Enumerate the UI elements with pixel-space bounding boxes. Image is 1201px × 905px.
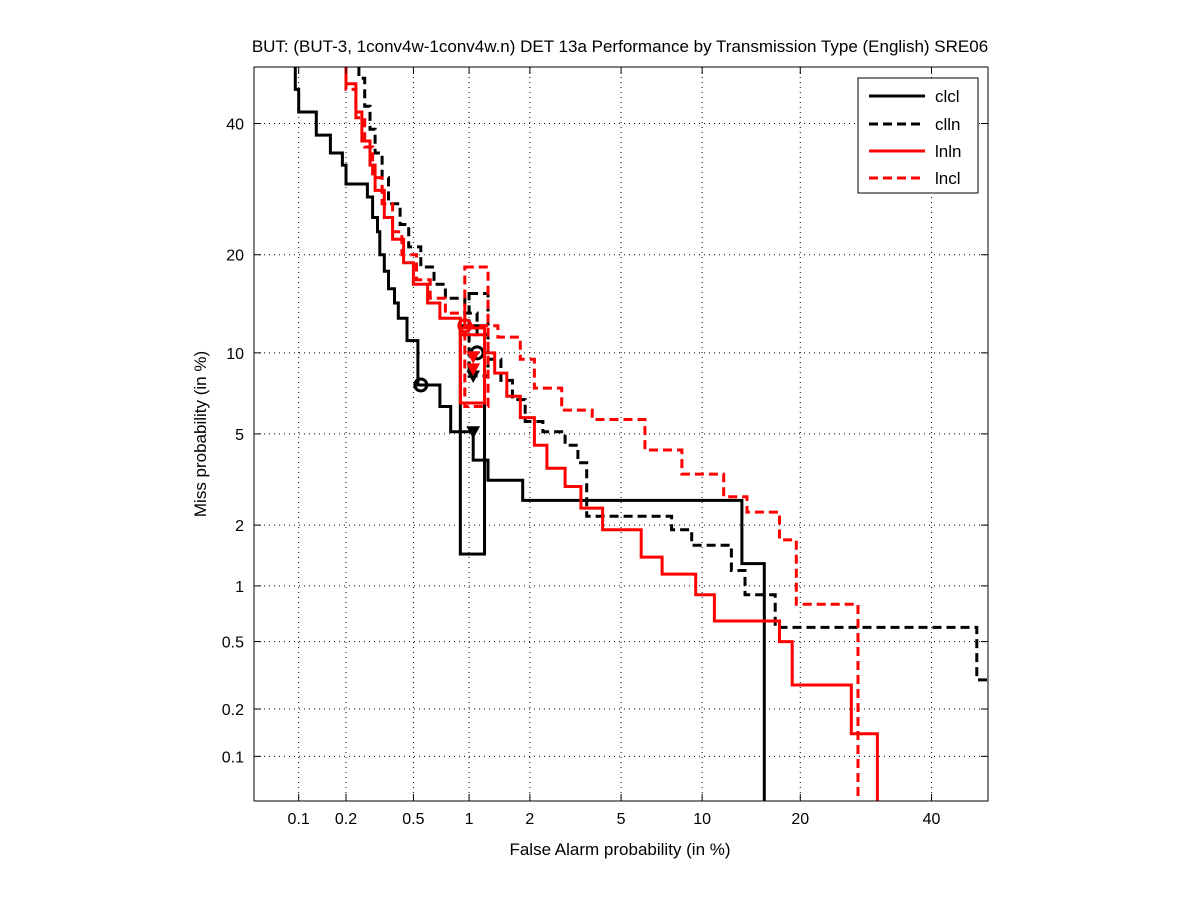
legend-label-clln: clln bbox=[935, 115, 961, 134]
actual-dcf-marker-lncl bbox=[466, 351, 481, 364]
actual-dcf-marker-clcl bbox=[466, 426, 481, 439]
y-tick-label: 5 bbox=[235, 427, 244, 444]
y-tick-label: 10 bbox=[226, 346, 244, 363]
det-curve-clcl bbox=[293, 67, 766, 801]
y-axis-label: Miss probability (in %) bbox=[191, 351, 210, 517]
actual-dcf-marker-lnln bbox=[466, 363, 481, 376]
y-tick-label: 0.1 bbox=[222, 749, 244, 766]
min-dcf-marker-clcl bbox=[413, 377, 429, 393]
y-tick-label: 0.2 bbox=[222, 702, 244, 719]
legend: clcl clln lnln lncl bbox=[857, 77, 979, 194]
series-lncl bbox=[344, 67, 860, 801]
det-curve-lncl bbox=[344, 67, 860, 801]
y-tick-label: 0.5 bbox=[222, 635, 244, 652]
confidence-box-lnln bbox=[458, 326, 487, 405]
y-axis-ticks: 0.1 0.2 0.5 1 2 5 10 20 40 bbox=[222, 117, 988, 766]
det-curve-lnln bbox=[344, 67, 879, 801]
chart-title: BUT: (BUT-3, 1conv4w-1conv4w.n) DET 13a … bbox=[252, 37, 988, 56]
x-axis-label: False Alarm probability (in %) bbox=[509, 840, 730, 859]
series-layer bbox=[293, 67, 988, 801]
x-axis-ticks: 0.1 0.2 0.5 1 2 5 10 20 40 bbox=[288, 67, 941, 828]
x-tick-label: 1 bbox=[465, 811, 474, 828]
x-tick-label: 10 bbox=[693, 811, 711, 828]
x-tick-label: 5 bbox=[617, 811, 626, 828]
x-tick-label: 0.1 bbox=[288, 811, 310, 828]
y-tick-label: 40 bbox=[226, 117, 244, 134]
y-tick-label: 2 bbox=[235, 518, 244, 535]
y-tick-label: 1 bbox=[235, 579, 244, 596]
x-tick-label: 40 bbox=[923, 811, 941, 828]
y-tick-label: 20 bbox=[226, 248, 244, 265]
legend-label-lncl: lncl bbox=[935, 169, 961, 188]
x-tick-label: 0.2 bbox=[335, 811, 357, 828]
x-tick-label: 2 bbox=[525, 811, 534, 828]
legend-label-lnln: lnln bbox=[935, 142, 961, 161]
confidence-box-lncl bbox=[463, 265, 490, 409]
legend-label-clcl: clcl bbox=[935, 87, 960, 106]
x-tick-label: 0.5 bbox=[402, 811, 424, 828]
x-tick-label: 20 bbox=[791, 811, 809, 828]
